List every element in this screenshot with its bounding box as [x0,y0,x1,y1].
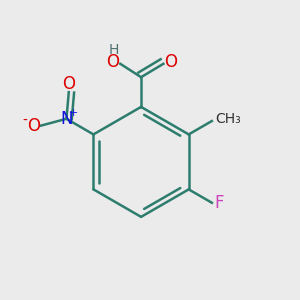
Text: O: O [62,75,75,93]
Text: O: O [27,117,40,135]
Text: H: H [109,43,119,56]
Text: O: O [164,53,177,71]
Text: N: N [60,110,73,128]
Text: F: F [214,194,224,212]
Text: O: O [106,53,119,71]
Text: +: + [68,108,78,118]
Text: -: - [22,113,27,128]
Text: CH₃: CH₃ [215,112,241,126]
